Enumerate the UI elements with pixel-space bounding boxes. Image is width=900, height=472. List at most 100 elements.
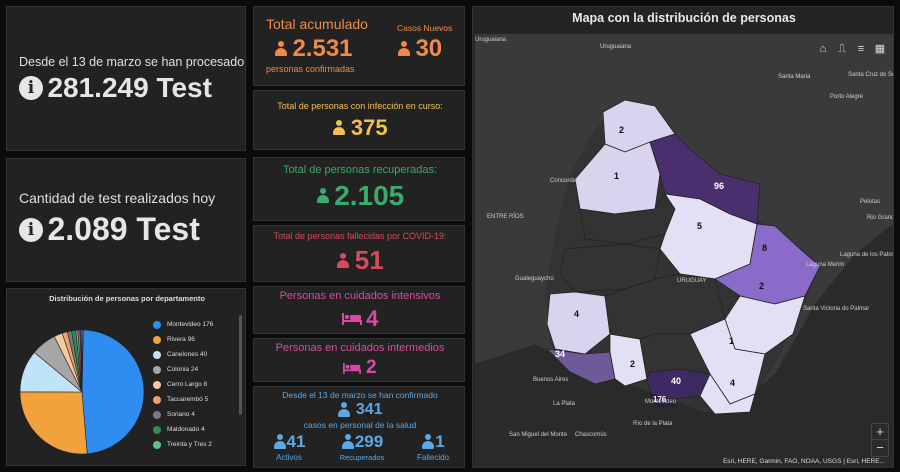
intermedios-row: 2 [254,357,466,379]
map-place: Uruguaiana [600,44,632,50]
legend-scrollbar[interactable] [239,315,242,415]
tests-total-caption: Desde el 13 de marzo se han procesado [19,55,245,69]
fallecidas-title: Total de personas fallecidas por COVID-1… [273,231,447,241]
pie-slice-rivera[interactable] [19,391,88,455]
map-place: Santa Victoria do Palmar [803,306,870,312]
legend-item[interactable]: Maldonado 4 [153,422,237,437]
fallecidas-panel: Total de personas fallecidas por COVID-1… [253,225,465,282]
person-icon [421,434,435,450]
tests-today-panel: Cantidad de test realizados hoy i 2.089 … [6,158,246,282]
legend-swatch [153,380,161,389]
person-icon [341,434,355,450]
zoom-out-button[interactable]: − [876,440,884,455]
acumulado-value: 2.531 [292,35,353,62]
map-place: San Miguel del Monte [509,432,568,438]
salud-title: Desde el 13 de marzo se han confirmado [282,390,438,400]
distribution-title: Distribución de personas por departament… [49,294,205,303]
person-icon [332,120,346,136]
dept-montevideo [650,393,676,407]
dept-count: 2 [759,281,764,291]
legend-item[interactable]: Soriano 4 [153,407,237,422]
person-icon [337,402,351,418]
map-place: Gualeguaychú [515,276,554,282]
cti-value: 4 [366,306,379,331]
zoom-in-button[interactable]: + [872,424,888,440]
legend-item[interactable]: Colonia 24 [153,362,237,377]
person-icon [397,41,411,57]
map-svg: 2 1 96 5 8 4 2 1 34 2 40 4 176 [475,99,893,467]
legend-swatch [153,365,161,374]
tests-today-value: 2.089 Test [47,211,200,247]
tests-total-panel: Desde el 13 de marzo se han procesado i … [6,6,246,151]
dept-count: 176 [653,395,667,404]
map-place: Uruguaiana [475,37,507,43]
dept-count: 8 [762,243,767,253]
map-place: Santa Maria [778,74,811,80]
pie-slice-montevideo[interactable] [81,329,145,455]
dept-soriano [546,291,611,355]
map-place: Santa Cruz do Sul [848,72,893,78]
layers-icon[interactable]: ≡ [857,43,865,55]
legend-item[interactable]: Cerro Largo 8 [153,377,237,392]
nuevos-row: 30 [397,35,442,63]
fallecidas-row: 51 [254,245,466,276]
legend-item[interactable]: Treinta y Tres 2 [153,437,237,452]
legend-swatch [153,425,161,434]
dept-count: 2 [630,359,635,369]
map-place: Laguna de los Patos [840,252,893,258]
map-place: Pelotas [860,199,881,205]
cti-title: Personas en cuidados intensivos [279,290,441,302]
pie-chart [19,329,145,455]
dept-count: 1 [729,336,734,346]
legend-label: Canelones 40 [167,351,208,358]
dept-count: 4 [730,378,735,388]
legend-item[interactable]: Montevideo 176 [153,317,237,332]
measure-icon[interactable]: ⎍ [838,43,846,55]
cti-row: 4 [254,306,466,332]
legend-label: Soriano 4 [167,411,195,418]
legend-item[interactable]: Canelones 40 [153,347,237,362]
recuperadas-value: 2.105 [334,180,405,211]
legend-swatch [153,410,161,419]
home-icon[interactable]: ⌂ [819,43,827,55]
salud-activos: 41 Activos [262,432,316,462]
map-place: ENTRE RÍOS [487,214,524,220]
map-attribution: Esri, HERE, Garmin, FAO, NOAA, USGS | Es… [722,458,885,465]
recuperadas-title: Total de personas recuperadas: [282,164,438,176]
salud-caption: casos en personal de la salud [303,420,417,430]
basemap-icon[interactable]: ▦ [874,43,886,55]
en-curso-row: 375 [254,115,466,141]
legend-label: Rivera 96 [167,336,195,343]
legend-swatch [153,320,161,329]
tests-today-caption: Cantidad de test realizados hoy [19,190,216,206]
pie-slice-san-josé[interactable] [81,329,84,393]
salud-panel: Desde el 13 de marzo se han confirmado 3… [253,386,465,468]
bed-icon [341,313,362,325]
legend-label: Tacuarembó 5 [167,396,209,403]
salud-activos-label: Activos [276,453,302,462]
legend-label: Colonia 24 [167,366,199,373]
map-place: Porto Alegre [830,94,864,100]
salud-recuperados-value: 299 [354,432,384,451]
map-place: Montevideo [645,399,677,405]
legend-label: Maldonado 4 [167,426,205,433]
dept-count: 4 [574,309,579,319]
tests-today-row: i 2.089 Test [19,211,200,248]
legend-item[interactable]: Tacuarembó 5 [153,392,237,407]
distribution-panel: Distribución de personas por departament… [6,288,246,466]
en-curso-panel: Total de personas con infección en curso… [253,90,465,150]
map-place: Laguna Merim [806,262,845,268]
salud-fallecido: 1 Fallecido [406,432,460,462]
map-canvas[interactable]: 2 1 96 5 8 4 2 1 34 2 40 4 176 Uruguaian… [475,34,893,467]
salud-row: 341 [254,401,466,419]
distribution-legend: Montevideo 176 Rivera 96 Canelones 40 Colon… [153,317,237,463]
fallecidas-value: 51 [354,245,384,275]
legend-label: Montevideo 176 [167,321,214,328]
info-icon: i [19,217,43,242]
legend-item[interactable]: Rivera 96 [153,332,237,347]
map-place: Río de la Plata [633,421,673,427]
map-place: URUGUAY [677,278,707,284]
person-icon [336,252,350,269]
dept-count: 1 [614,171,619,181]
tests-total-value: 281.249 Test [47,72,212,103]
